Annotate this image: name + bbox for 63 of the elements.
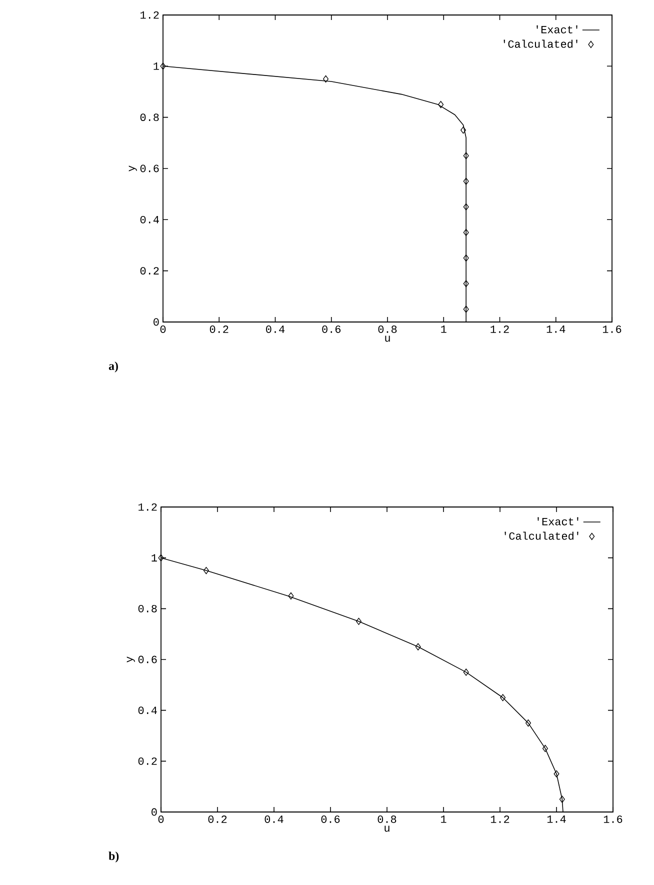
text: a): [108, 362, 118, 372]
y-tick-label: 0.6: [140, 164, 159, 172]
point: [160, 62, 166, 70]
x-tick-label: 1.4: [546, 326, 566, 333]
y-tick-label: 0.4: [138, 706, 157, 714]
text: b): [108, 852, 119, 862]
x-tick-label: 1: [441, 326, 446, 333]
x-tick-label: 0.8: [378, 326, 397, 333]
point: [463, 152, 469, 160]
y-tick-label: 0.2: [138, 757, 157, 765]
x-tick-label: 0.6: [321, 816, 340, 823]
point: [463, 280, 469, 288]
y-tick-label: 1: [152, 554, 157, 562]
y-tick-label: 0.4: [140, 216, 159, 224]
point: [203, 566, 209, 574]
x-axis-title: u: [384, 826, 390, 832]
point: [415, 643, 421, 650]
y-tick-label: 0: [154, 318, 159, 326]
x-axis-title: u: [385, 336, 390, 342]
legend-label: 'Exact': [536, 25, 578, 34]
point: [463, 254, 469, 262]
y-tick-label: 1.2: [140, 11, 159, 19]
x-tick-label: 0.2: [208, 816, 227, 823]
y-tick-label: 0.6: [138, 656, 157, 664]
y-axis-title: y: [126, 656, 135, 662]
legend-label: 'Calculated': [504, 40, 578, 48]
point: [463, 203, 469, 210]
x-tick-label: 0.2: [210, 326, 228, 333]
y-tick-label: 0.8: [138, 604, 157, 612]
y-tick-label: 0.2: [140, 267, 159, 275]
x-tick-label: 0.8: [378, 816, 396, 823]
x-tick-label: 1.2: [490, 326, 509, 333]
y-tick-label: 0: [152, 808, 157, 816]
point: [158, 554, 164, 562]
y-tick-label: 1.2: [138, 503, 157, 511]
x-tick-label: 0.4: [266, 326, 285, 333]
legend-label: 'Calculated': [504, 532, 578, 540]
point: [554, 770, 560, 778]
x-tick-label: 1: [441, 816, 446, 823]
x-tick-label: 1.2: [490, 816, 510, 823]
point: [542, 744, 548, 752]
point: [463, 178, 469, 185]
x-tick-label: 1.6: [604, 816, 622, 823]
point: [559, 796, 565, 803]
x-tick-label: 0: [160, 326, 166, 333]
x-tick-label: 0.4: [264, 816, 284, 823]
x-tick-label: 1.4: [547, 816, 566, 823]
point: [288, 592, 294, 600]
point: [356, 618, 362, 625]
y-axis-title: y: [128, 166, 137, 172]
point: [460, 126, 466, 134]
legend-label: 'Exact': [538, 517, 578, 526]
point: [323, 75, 329, 82]
y-tick-label: 0.8: [140, 114, 159, 122]
x-tick-label: 0.6: [322, 326, 341, 333]
point: [500, 694, 506, 702]
point: [463, 306, 469, 313]
y-tick-label: 1: [154, 62, 159, 70]
x-tick-label: 1.6: [602, 326, 622, 333]
point: [463, 228, 469, 236]
point: [526, 719, 532, 727]
point: [438, 100, 444, 108]
point: [463, 668, 469, 676]
